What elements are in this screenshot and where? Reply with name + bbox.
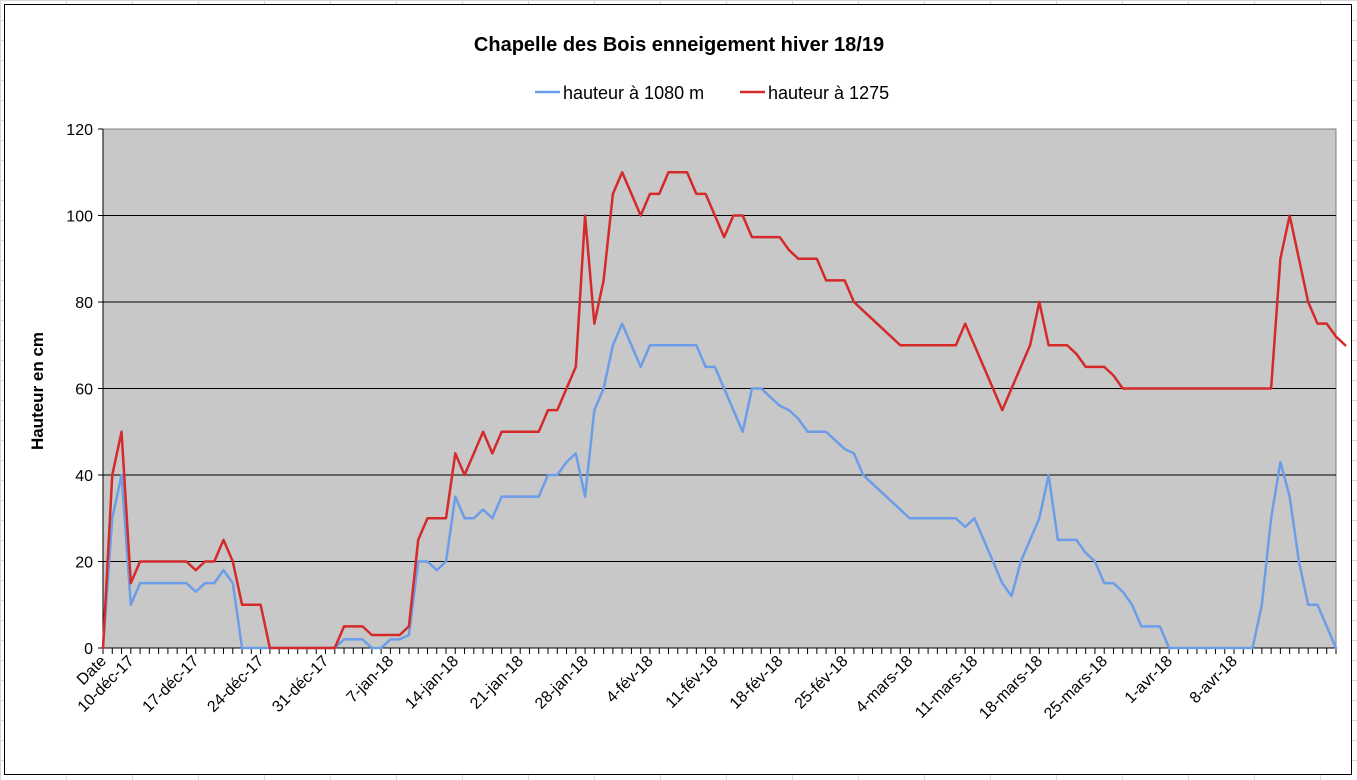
x-tick-label: 14-jan-18 [402, 653, 462, 713]
y-axis-title: Hauteur en cm [28, 332, 47, 450]
legend: hauteur à 1080 m hauteur à 1275 [535, 83, 889, 103]
y-tick-label-60: 60 [75, 382, 93, 399]
y-tick-label-80: 80 [75, 295, 93, 312]
chart-title: Chapelle des Bois enneigement hiver 18/1… [474, 34, 884, 56]
x-tick-label: 21-jan-18 [467, 653, 527, 713]
y-tick-label-100: 100 [66, 209, 93, 226]
x-tick-label: 18-fév-18 [727, 653, 787, 713]
y-tick-label-0: 0 [84, 641, 93, 658]
x-tick-label: 18-mars-18 [976, 653, 1046, 723]
x-tick-label: 8-avr-18 [1187, 653, 1241, 707]
series-lines [101, 171, 1347, 650]
x-tick-label: 1-avr-18 [1122, 653, 1176, 707]
x-tick-label: 7-jan-18 [344, 653, 398, 707]
x-tick-label: 25-fév-18 [792, 653, 852, 713]
x-tick-label: 4-fév-18 [603, 653, 657, 707]
chart-area[interactable]: Chapelle des Bois enneigement hiver 18/1… [4, 4, 1352, 775]
series-line-2 [101, 171, 1347, 650]
y-tick-label-120: 120 [66, 122, 93, 139]
x-tick-label: 4-mars-18 [853, 653, 917, 717]
y-tick-label-20: 20 [75, 555, 93, 572]
x-tick-label: 25-mars-18 [1041, 653, 1111, 723]
legend-label-series-1: hauteur à 1080 m [563, 83, 704, 103]
x-tick-label: 11-mars-18 [912, 653, 981, 722]
x-tick-label: 11-fév-18 [663, 653, 722, 712]
chart-svg: Chapelle des Bois enneigement hiver 18/1… [28, 34, 1347, 723]
legend-label-series-2: hauteur à 1275 [768, 83, 889, 103]
x-tick-label: 28-jan-18 [532, 653, 592, 713]
y-axis: 0 20 40 60 80 100 120 [66, 122, 104, 658]
x-tick-label: 17-déc-17 [140, 653, 203, 716]
x-tick-label: 31-déc-17 [269, 653, 332, 716]
x-tick-label: 24-déc-17 [204, 653, 267, 716]
y-tick-label-40: 40 [75, 468, 93, 485]
